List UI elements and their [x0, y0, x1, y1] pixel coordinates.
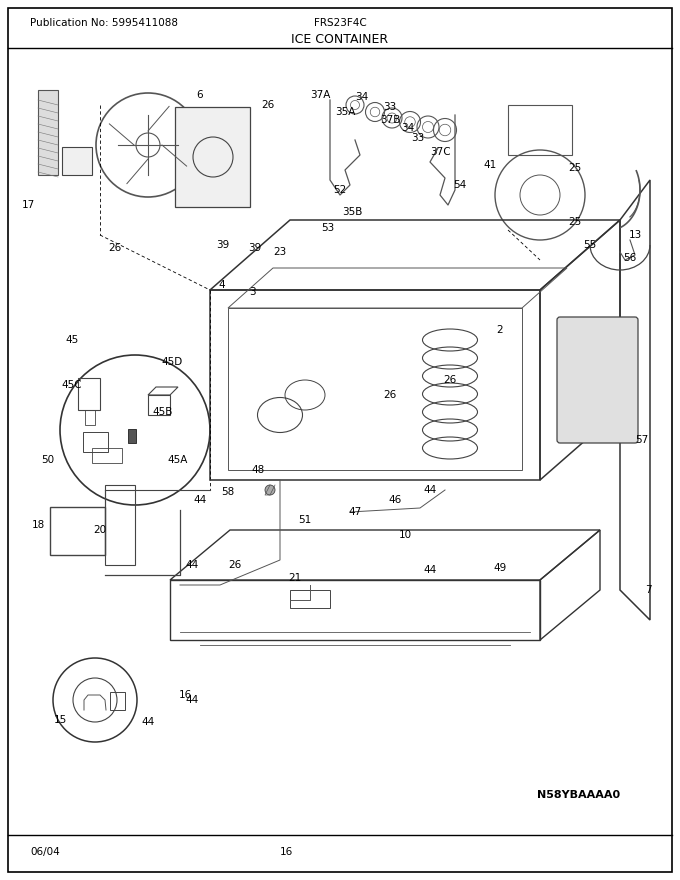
Text: 37A: 37A — [310, 90, 330, 100]
Text: 16: 16 — [280, 847, 293, 857]
Text: 49: 49 — [494, 563, 507, 573]
Text: 26: 26 — [261, 100, 275, 110]
Text: 52: 52 — [333, 185, 347, 195]
Text: 44: 44 — [193, 495, 207, 505]
Text: 44: 44 — [424, 485, 437, 495]
Text: 3: 3 — [249, 287, 255, 297]
Text: 26: 26 — [384, 390, 396, 400]
Text: 45D: 45D — [161, 357, 183, 367]
Bar — [290, 590, 330, 608]
Text: 44: 44 — [424, 565, 437, 575]
Text: 15: 15 — [53, 715, 67, 725]
Text: 4: 4 — [219, 280, 225, 290]
Text: 33: 33 — [411, 133, 424, 143]
Text: 50: 50 — [41, 455, 54, 465]
Bar — [62, 147, 92, 175]
Text: 7: 7 — [645, 585, 651, 595]
Text: 23: 23 — [273, 247, 287, 257]
Text: FRS23F4C: FRS23F4C — [313, 18, 367, 28]
Text: ICE CONTAINER: ICE CONTAINER — [292, 33, 388, 46]
Text: 56: 56 — [624, 253, 636, 263]
Text: 44: 44 — [141, 717, 154, 727]
Text: 41: 41 — [483, 160, 496, 170]
Text: 37B: 37B — [380, 115, 401, 125]
Text: 16: 16 — [178, 690, 192, 700]
Bar — [38, 90, 58, 175]
Bar — [78, 378, 100, 410]
Text: 48: 48 — [252, 465, 265, 475]
FancyBboxPatch shape — [557, 317, 638, 443]
Text: 25: 25 — [568, 217, 581, 227]
Bar — [85, 410, 95, 425]
Text: 6: 6 — [197, 90, 203, 100]
Text: 57: 57 — [635, 435, 649, 445]
Text: 35A: 35A — [335, 107, 355, 117]
Text: 45: 45 — [65, 335, 79, 345]
Bar — [92, 448, 122, 463]
Text: 26: 26 — [443, 375, 457, 385]
Text: N58YBAAAA0: N58YBAAAA0 — [537, 790, 620, 800]
Text: 25: 25 — [568, 163, 581, 173]
Text: 45B: 45B — [153, 407, 173, 417]
Text: 53: 53 — [322, 223, 335, 233]
Text: Publication No: 5995411088: Publication No: 5995411088 — [30, 18, 178, 28]
Text: 54: 54 — [454, 180, 466, 190]
Bar — [148, 395, 170, 415]
Bar — [105, 485, 135, 565]
Text: 45A: 45A — [168, 455, 188, 465]
Text: 2: 2 — [496, 325, 503, 335]
Bar — [83, 432, 108, 452]
Text: 26: 26 — [228, 560, 241, 570]
Text: 39: 39 — [216, 240, 230, 250]
Text: 44: 44 — [186, 560, 199, 570]
Text: 55: 55 — [583, 240, 596, 250]
Text: 35B: 35B — [342, 207, 362, 217]
Text: 58: 58 — [222, 487, 235, 497]
Bar — [50, 507, 105, 555]
Text: 18: 18 — [31, 520, 45, 530]
Text: 44: 44 — [186, 695, 199, 705]
Text: 06/04: 06/04 — [30, 847, 60, 857]
Bar — [175, 107, 250, 207]
Text: 37C: 37C — [430, 147, 450, 157]
Circle shape — [265, 485, 275, 495]
Text: 45C: 45C — [62, 380, 82, 390]
Bar — [110, 692, 125, 710]
Bar — [508, 105, 572, 155]
Text: 17: 17 — [21, 200, 35, 210]
Bar — [128, 429, 136, 443]
Text: 21: 21 — [288, 573, 302, 583]
Text: 33: 33 — [384, 102, 396, 112]
Text: 20: 20 — [93, 525, 107, 535]
Text: 51: 51 — [299, 515, 311, 525]
Text: 13: 13 — [628, 230, 642, 240]
Text: 26: 26 — [108, 243, 122, 253]
Text: 10: 10 — [398, 530, 411, 540]
Text: 46: 46 — [388, 495, 402, 505]
Text: 47: 47 — [348, 507, 362, 517]
Text: 34: 34 — [356, 92, 369, 102]
Text: 34: 34 — [401, 123, 415, 133]
Text: 39: 39 — [248, 243, 262, 253]
